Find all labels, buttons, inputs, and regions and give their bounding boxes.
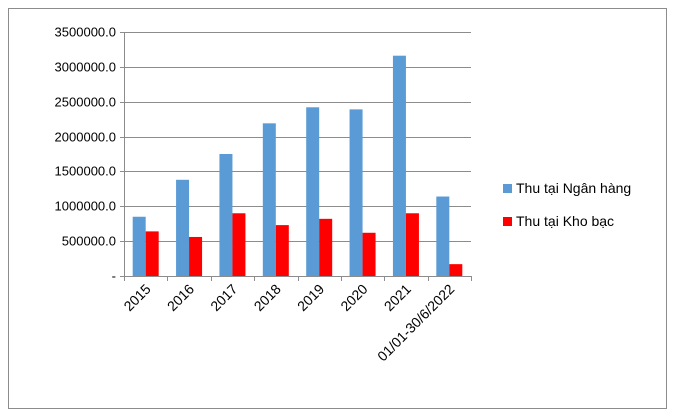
bar-ngan-hang-4 bbox=[306, 107, 320, 276]
y-tick-label-2: 1000000.0 bbox=[55, 199, 116, 214]
y-tick-label-5: 2500000.0 bbox=[55, 95, 116, 110]
bar-ngan-hang-7 bbox=[436, 196, 450, 276]
y-tick-label-4: 2000000.0 bbox=[55, 130, 116, 145]
bar-ngan-hang-0 bbox=[132, 216, 146, 276]
y-tick-label-1: 500000.0 bbox=[62, 234, 116, 249]
x-category-label-2: 2017 bbox=[207, 281, 240, 314]
bar-kho-bac-7 bbox=[449, 264, 463, 276]
bar-kho-bac-0 bbox=[145, 231, 159, 276]
x-category-label-6: 2021 bbox=[381, 281, 414, 314]
bar-ngan-hang-1 bbox=[176, 179, 190, 276]
legend-swatch-0 bbox=[503, 184, 512, 193]
bar-ngan-hang-6 bbox=[392, 55, 406, 277]
y-tick-label-7: 3500000.0 bbox=[55, 25, 116, 40]
bar-kho-bac-4 bbox=[319, 218, 333, 276]
legend-label-0: Thu tại Ngân hàng bbox=[516, 180, 631, 196]
x-category-label-0: 2015 bbox=[120, 281, 153, 314]
bar-kho-bac-3 bbox=[275, 225, 289, 276]
gridlines bbox=[124, 32, 471, 242]
bar-kho-bac-1 bbox=[189, 236, 203, 276]
legend-swatch-1 bbox=[503, 217, 512, 226]
legend: Thu tại Ngân hàng Thu tại Kho bạc bbox=[503, 180, 631, 229]
bar-ngan-hang-5 bbox=[349, 109, 363, 276]
x-category-label-1: 2016 bbox=[164, 281, 197, 314]
bar-kho-bac-5 bbox=[362, 232, 376, 276]
x-category-label-5: 2020 bbox=[337, 281, 370, 314]
bar-ngan-hang-2 bbox=[219, 154, 233, 276]
legend-label-1: Thu tại Kho bạc bbox=[516, 213, 614, 229]
bar-kho-bac-2 bbox=[232, 213, 246, 276]
bar-kho-bac-6 bbox=[405, 213, 419, 276]
x-category-label-4: 2019 bbox=[294, 281, 327, 314]
chart-frame bbox=[8, 8, 667, 409]
y-tick-label-6: 3000000.0 bbox=[55, 60, 116, 75]
bars bbox=[132, 55, 463, 277]
x-category-label-3: 2018 bbox=[251, 281, 284, 314]
bar-ngan-hang-3 bbox=[262, 123, 276, 276]
y-tick-label-3: 1500000.0 bbox=[55, 164, 116, 179]
y-tick-label-0: - bbox=[112, 269, 116, 284]
x-category-label-7: 01/01-30/6/2022 bbox=[374, 281, 458, 365]
